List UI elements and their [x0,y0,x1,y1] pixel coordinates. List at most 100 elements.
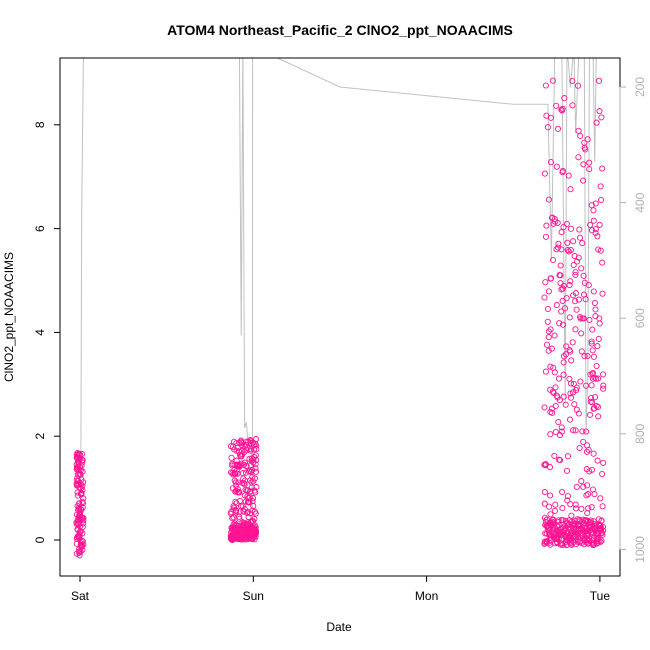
data-point [232,507,239,514]
data-point [555,375,562,382]
data-point [600,385,607,392]
data-point [548,214,556,221]
data-point [252,525,259,532]
data-point [544,318,551,325]
data-point [553,246,560,253]
data-point [549,77,556,84]
data-point [589,531,596,538]
data-point [557,272,564,279]
data-point [545,328,552,335]
data-point [547,275,554,282]
data-point [569,77,576,85]
data-point [541,500,548,507]
data-point [547,492,554,499]
data-point [230,506,237,513]
data-point [541,540,548,547]
data-point [590,450,597,457]
data-point [79,498,86,505]
data-point [563,295,570,302]
data-point [79,459,86,466]
data-point [563,519,571,526]
y2-tick-label: 800 [633,423,647,443]
data-point [592,313,599,320]
data-point [231,446,238,453]
points-group [73,77,607,559]
x-tick-label: Sun [243,589,264,603]
data-point [557,541,564,548]
data-point [566,282,573,289]
data-point [587,221,594,229]
data-point [560,359,567,366]
data-point [561,95,568,102]
data-point [597,183,604,190]
data-point [563,343,570,350]
data-point [588,340,595,347]
y2-tick-label: 200 [633,77,647,97]
data-point [588,338,595,345]
data-point [572,298,579,305]
data-point [235,479,242,486]
data-point [570,261,577,269]
data-point [237,529,244,536]
data-point [244,509,251,516]
data-point [572,427,579,434]
data-point [541,489,548,496]
data-point [548,405,555,412]
data-point [599,165,606,172]
data-point [567,278,574,285]
data-point [579,315,586,322]
data-point [598,114,605,121]
data-point [559,297,566,304]
data-point [580,177,587,184]
data-point [596,108,603,115]
y-axis: 0 2 4 6 8 [33,121,61,543]
data-point [597,495,604,502]
data-point [595,335,602,342]
data-point [586,166,593,173]
data-point [573,384,580,391]
data-point [242,469,250,476]
data-point [253,484,260,491]
data-point [542,460,549,468]
data-point [227,443,235,450]
data-point [249,498,256,505]
data-point [590,353,597,360]
data-point [577,132,584,139]
data-point [570,238,577,245]
chart-title: ATOM4 Northeast_Pacific_2 ClNO2_ppt_NOAA… [167,22,513,38]
data-point [247,437,254,444]
y2-tick-label: 600 [633,308,647,328]
data-point [567,225,575,232]
data-point [577,378,584,385]
data-point [545,196,552,203]
data-point [571,252,578,260]
data-point [568,357,575,364]
data-point [586,411,594,418]
data-point [594,343,601,350]
data-point [576,226,583,233]
data-point [592,200,599,207]
data-point [78,476,85,483]
data-point [543,530,550,537]
data-point [231,533,238,541]
data-point [600,382,607,389]
y-axis-label: ClNO2_ppt_NOAACIMS [2,252,16,382]
data-point [546,503,553,510]
data-point [542,368,549,375]
data-point [573,505,580,512]
data-point [592,226,599,233]
data-point [564,497,571,504]
data-point [584,517,591,525]
data-point [588,466,595,473]
data-point [575,254,582,261]
data-point [554,244,562,251]
data-point [580,161,587,168]
data-point [235,523,242,530]
data-point [549,256,557,264]
data-point [542,233,550,240]
data-point [585,446,592,453]
data-point [580,483,587,490]
data-point [556,456,563,463]
x-axis: Sat Sun Mon Tue [71,575,610,603]
data-point [77,540,84,547]
